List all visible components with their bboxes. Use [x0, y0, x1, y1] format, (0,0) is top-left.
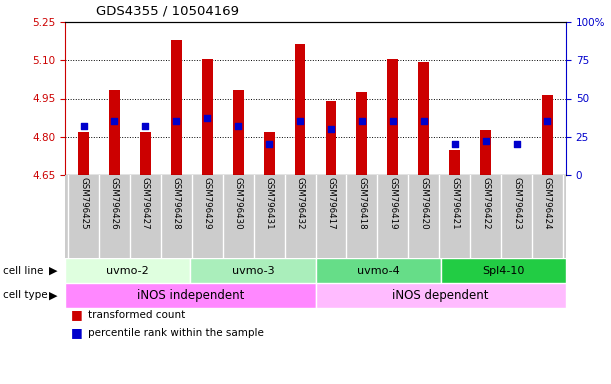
Bar: [190, 258, 315, 283]
Point: [233, 123, 243, 129]
Text: GSM796422: GSM796422: [481, 177, 490, 229]
Point: [357, 118, 367, 124]
Text: ■: ■: [71, 308, 83, 321]
Text: ▶: ▶: [49, 291, 57, 301]
Text: GSM796417: GSM796417: [326, 177, 335, 229]
Text: GSM796428: GSM796428: [172, 177, 181, 229]
Text: GSM796426: GSM796426: [110, 177, 119, 229]
Text: GSM796427: GSM796427: [141, 177, 150, 229]
Point: [79, 123, 89, 129]
Text: cell type: cell type: [3, 291, 48, 301]
Bar: [202, 59, 213, 175]
Text: GSM796429: GSM796429: [203, 177, 212, 229]
Bar: [315, 258, 441, 283]
Bar: [315, 283, 566, 308]
Bar: [78, 132, 89, 175]
Bar: [295, 44, 306, 175]
Text: cell line: cell line: [3, 265, 43, 275]
Bar: [171, 40, 181, 175]
Text: GSM796424: GSM796424: [543, 177, 552, 229]
Point: [264, 141, 274, 147]
Point: [109, 118, 119, 124]
Point: [326, 126, 336, 132]
Text: GSM796421: GSM796421: [450, 177, 459, 229]
Bar: [264, 132, 274, 175]
Point: [141, 123, 150, 129]
Text: uvmo-4: uvmo-4: [357, 265, 400, 275]
Bar: [387, 59, 398, 175]
Bar: [140, 132, 151, 175]
Text: ▶: ▶: [49, 265, 57, 275]
Text: GSM796419: GSM796419: [389, 177, 397, 229]
Text: GSM796432: GSM796432: [296, 177, 304, 229]
Point: [481, 138, 491, 144]
Text: transformed count: transformed count: [88, 310, 186, 320]
Text: ■: ■: [71, 326, 83, 339]
Bar: [449, 149, 460, 175]
Text: uvmo-3: uvmo-3: [232, 265, 274, 275]
Bar: [441, 258, 566, 283]
Text: GSM796418: GSM796418: [357, 177, 367, 229]
Point: [172, 118, 181, 124]
Bar: [65, 258, 190, 283]
Text: GSM796430: GSM796430: [233, 177, 243, 229]
Text: iNOS independent: iNOS independent: [137, 289, 244, 302]
Point: [388, 118, 398, 124]
Text: GDS4355 / 10504169: GDS4355 / 10504169: [95, 4, 238, 17]
Bar: [233, 89, 244, 175]
Bar: [109, 89, 120, 175]
Bar: [326, 101, 337, 175]
Point: [511, 141, 521, 147]
Bar: [480, 131, 491, 175]
Text: percentile rank within the sample: percentile rank within the sample: [88, 328, 264, 338]
Text: Spl4-10: Spl4-10: [482, 265, 525, 275]
Bar: [419, 61, 429, 175]
Point: [419, 118, 429, 124]
Point: [450, 141, 459, 147]
Bar: [542, 95, 553, 175]
Text: GSM796431: GSM796431: [265, 177, 274, 229]
Text: GSM796420: GSM796420: [419, 177, 428, 229]
Text: uvmo-2: uvmo-2: [106, 265, 149, 275]
Text: GSM796423: GSM796423: [512, 177, 521, 229]
Bar: [65, 283, 315, 308]
Point: [543, 118, 552, 124]
Point: [295, 118, 305, 124]
Text: GSM796425: GSM796425: [79, 177, 88, 229]
Bar: [356, 92, 367, 175]
Text: iNOS dependent: iNOS dependent: [392, 289, 489, 302]
Point: [202, 115, 212, 121]
